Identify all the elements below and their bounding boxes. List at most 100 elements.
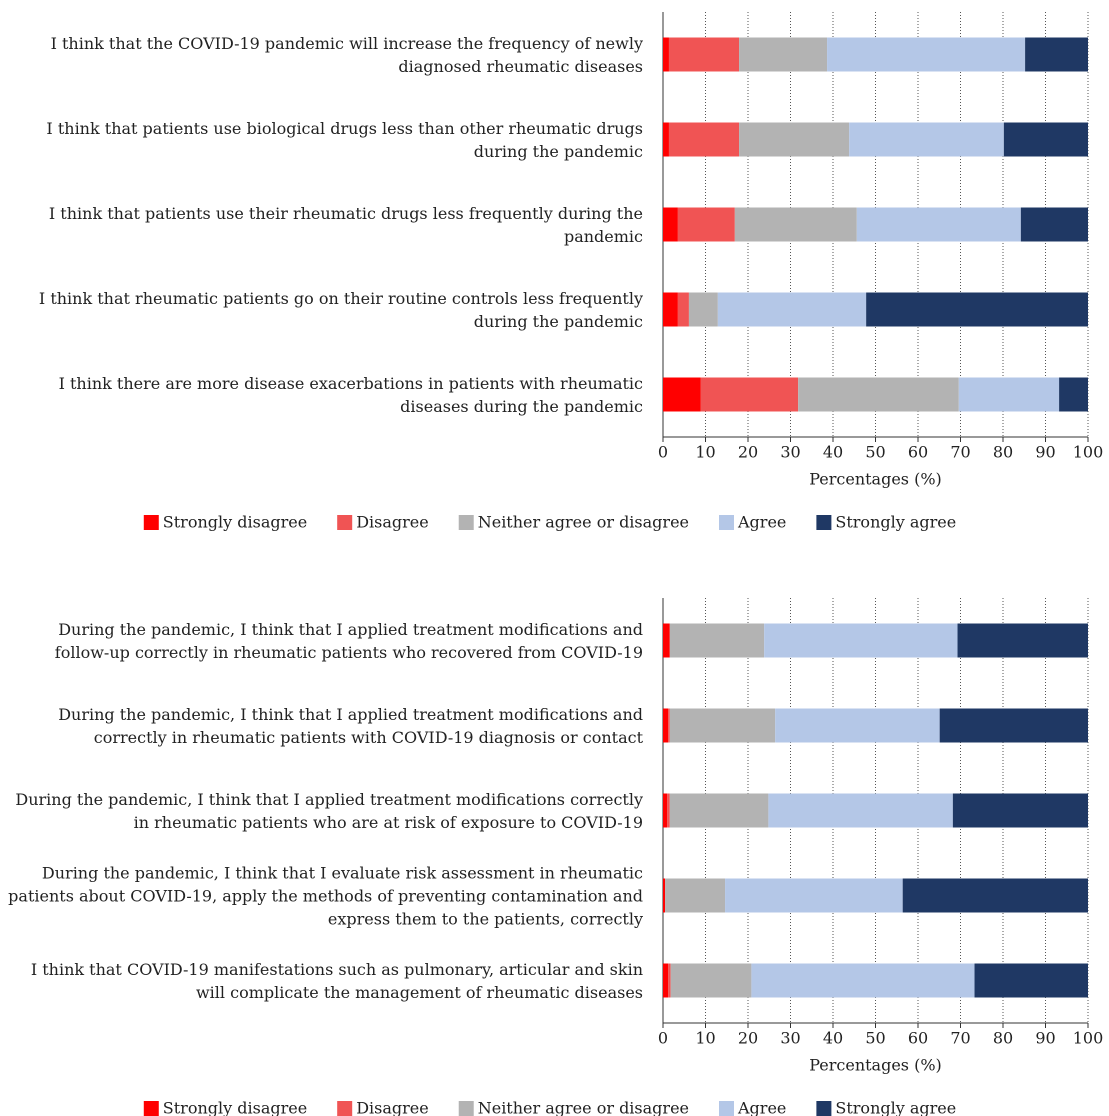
- bar-segment: [827, 37, 1026, 72]
- bar-segment: [670, 963, 752, 998]
- x-tick-label: 50: [865, 1029, 885, 1048]
- x-tick-label: 70: [950, 1029, 970, 1048]
- bar-segment: [952, 793, 1088, 828]
- x-axis-label: Percentages (%): [809, 1056, 942, 1075]
- x-tick-label: 90: [1035, 443, 1055, 462]
- bar-segment: [1020, 207, 1088, 242]
- bar-segment: [957, 623, 1088, 658]
- legend-swatch: [337, 515, 353, 530]
- bar-segment: [663, 623, 670, 658]
- legend-label: Strongly disagree: [163, 1099, 307, 1116]
- y-tick-label: I think that patients use their rheumati…: [48, 203, 643, 246]
- bar-segment: [663, 122, 669, 157]
- bar-segment: [663, 878, 666, 913]
- x-axis-label: Percentages (%): [809, 470, 942, 489]
- bar-segment: [768, 793, 953, 828]
- bar-segment: [663, 793, 668, 828]
- legend-label: Strongly agree: [835, 1099, 956, 1116]
- bar-segment: [688, 292, 718, 327]
- legend-label: Agree: [737, 1099, 786, 1116]
- x-tick-label: 70: [950, 443, 970, 462]
- bar-segment: [668, 963, 671, 998]
- y-tick-label: During the pandemic, I think that I appl…: [58, 704, 643, 747]
- y-tick-label: During the pandemic, I think that I appl…: [54, 619, 643, 662]
- bar-segment: [734, 207, 857, 242]
- legend-label: Strongly agree: [835, 513, 956, 532]
- legend-swatch: [143, 515, 159, 530]
- legend-swatch: [816, 515, 832, 530]
- bar-segment: [669, 623, 765, 658]
- x-tick-label: 30: [780, 443, 800, 462]
- y-tick-label: During the pandemic, I think that I eval…: [8, 863, 643, 928]
- bar-segment: [958, 377, 1060, 412]
- bar-segment: [974, 963, 1088, 998]
- bar-segment: [700, 377, 799, 412]
- bar-segment: [717, 292, 867, 327]
- bar-segment: [739, 37, 828, 72]
- bar-segment: [866, 292, 1088, 327]
- x-tick-label: 80: [993, 1029, 1013, 1048]
- bar-segment: [668, 122, 740, 157]
- bar-segment: [663, 963, 669, 998]
- bar-segment: [775, 708, 940, 743]
- legend-swatch: [337, 1101, 353, 1116]
- x-tick-label: 10: [695, 443, 715, 462]
- y-tick-label: I think that patients use biological dru…: [46, 118, 643, 161]
- bar-segment: [677, 292, 689, 327]
- bar-segment: [667, 793, 670, 828]
- bar-segment: [902, 878, 1088, 913]
- x-tick-label: 20: [738, 443, 758, 462]
- y-tick-label: I think that the COVID-19 pandemic will …: [50, 33, 643, 76]
- bar-segment: [677, 207, 735, 242]
- bar-segment: [1003, 122, 1088, 157]
- x-tick-label: 20: [738, 1029, 758, 1048]
- bar-segment: [669, 793, 769, 828]
- y-tick-label: I think that rheumatic patients go on th…: [38, 288, 643, 331]
- legend-swatch: [458, 1101, 474, 1116]
- x-tick-label: 40: [823, 1029, 843, 1048]
- x-tick-label: 50: [865, 443, 885, 462]
- bar-segment: [668, 37, 740, 72]
- bar-segment: [856, 207, 1021, 242]
- bar-segment: [663, 292, 678, 327]
- x-tick-label: 60: [908, 443, 928, 462]
- x-tick-label: 90: [1035, 1029, 1055, 1048]
- bar-segment: [669, 708, 776, 743]
- x-tick-label: 100: [1073, 443, 1104, 462]
- bar-segment: [725, 878, 903, 913]
- bar-segment: [751, 963, 975, 998]
- bar-segment: [663, 708, 669, 743]
- x-tick-label: 80: [993, 443, 1013, 462]
- legend-label: Neither agree or disagree: [478, 513, 689, 532]
- bar-segment: [663, 207, 678, 242]
- y-tick-label: During the pandemic, I think that I appl…: [15, 789, 643, 832]
- y-tick-label: I think there are more disease exacerbat…: [58, 373, 643, 416]
- bar-segment: [849, 122, 1004, 157]
- legend-swatch: [719, 1101, 734, 1116]
- x-tick-label: 0: [658, 443, 668, 462]
- bar-segment: [739, 122, 850, 157]
- x-tick-label: 100: [1073, 1029, 1104, 1048]
- legend-label: Disagree: [356, 1099, 429, 1116]
- bar-segment: [1025, 37, 1088, 72]
- legend-swatch: [458, 515, 474, 530]
- x-tick-label: 0: [658, 1029, 668, 1048]
- bar-segment: [663, 37, 669, 72]
- x-tick-label: 40: [823, 443, 843, 462]
- x-tick-label: 60: [908, 1029, 928, 1048]
- bar-segment: [665, 878, 726, 913]
- y-tick-label: I think that COVID-19 manifestations suc…: [30, 959, 643, 1002]
- bar-segment: [939, 708, 1088, 743]
- bar-segment: [663, 377, 701, 412]
- x-tick-label: 30: [780, 1029, 800, 1048]
- legend-label: Neither agree or disagree: [478, 1099, 689, 1116]
- legend-swatch: [143, 1101, 159, 1116]
- legend-label: Disagree: [356, 513, 429, 532]
- bar-segment: [1059, 377, 1088, 412]
- legend-label: Strongly disagree: [163, 513, 307, 532]
- bar-segment: [764, 623, 958, 658]
- x-tick-label: 10: [695, 1029, 715, 1048]
- legend-swatch: [816, 1101, 832, 1116]
